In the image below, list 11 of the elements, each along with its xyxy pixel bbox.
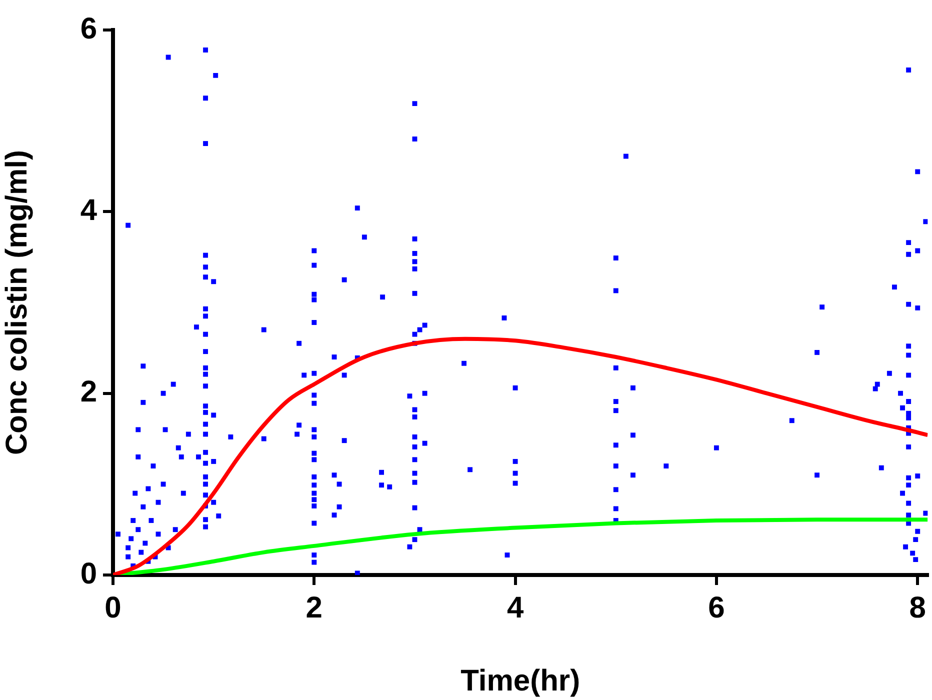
- x-tick-label: 8: [909, 591, 926, 624]
- x-tick-label: 4: [506, 591, 524, 624]
- y-tick-label: 0: [80, 557, 97, 590]
- x-axis-title: Time(hr): [460, 664, 580, 698]
- y-tick-label: 6: [80, 12, 97, 46]
- x-tick-label: 6: [708, 591, 725, 624]
- y-tick-label: 2: [80, 376, 97, 409]
- x-tick-label: 2: [306, 591, 322, 624]
- x-tick-label: 0: [104, 591, 122, 624]
- y-tick-label: 4: [80, 194, 98, 227]
- y-axis-title: Conc colistin (mg/ml): [0, 150, 34, 456]
